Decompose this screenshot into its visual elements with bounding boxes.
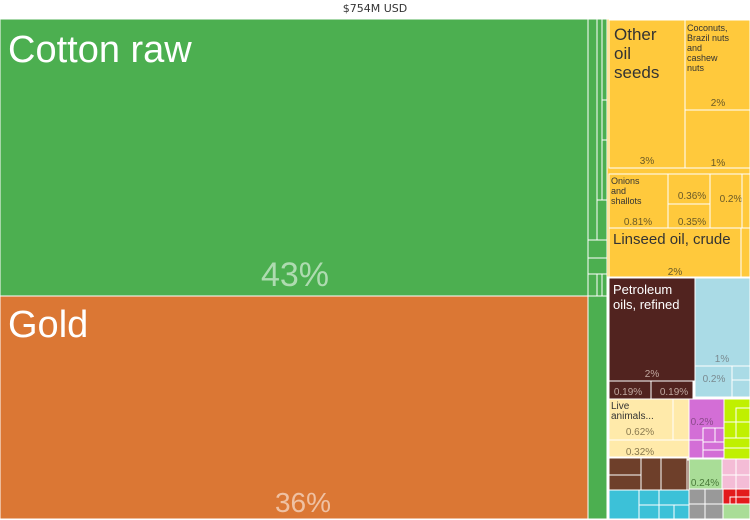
- other-oil-seeds-label: Other: [614, 25, 657, 44]
- onions-label: shallots: [611, 196, 642, 206]
- transport-small-tile: [639, 490, 659, 505]
- cotton-raw-label: Cotton raw: [8, 29, 192, 71]
- other-oil-seeds-label: oil: [614, 44, 631, 63]
- animal-share: 0.32%: [626, 447, 654, 458]
- coconuts-label: Brazil nuts: [687, 33, 730, 43]
- mineral-share: 0.19%: [660, 387, 688, 398]
- misc-small-tile: [736, 422, 750, 438]
- linseed-oil-share: 2%: [668, 267, 683, 278]
- coconuts-label: nuts: [687, 63, 705, 73]
- misc-small-tile: [724, 422, 736, 438]
- transport-small-tile: [659, 490, 689, 505]
- vegetable-share: 0.36%: [678, 191, 706, 202]
- live-animals-label: animals...: [611, 411, 654, 422]
- other-oil-seeds-label: seeds: [614, 63, 659, 82]
- textile-small-tile: [588, 296, 607, 519]
- textile-small-tile: [597, 200, 607, 240]
- transport-small-tile: [659, 505, 674, 519]
- coconuts-label: Coconuts,: [687, 23, 728, 33]
- coconuts-label: cashew: [687, 53, 718, 63]
- petroleum-oils-label: Petroleum: [613, 282, 672, 297]
- wood-small-tile: [661, 458, 687, 490]
- coconuts-share: 2%: [711, 98, 726, 109]
- vegetable-share: 1%: [711, 158, 726, 169]
- onions-label: and: [611, 186, 626, 196]
- misc-small-tile: [736, 408, 750, 422]
- textile-small-tile: [588, 258, 607, 274]
- coconuts-label: and: [687, 43, 702, 53]
- food-small-tile: [723, 504, 750, 519]
- transport-small-tile: [674, 505, 689, 519]
- misc-small-tile: [724, 438, 750, 448]
- pink-small-tile: [722, 475, 736, 489]
- machinery-small-tile: [689, 440, 703, 458]
- chemical-share: 0.2%: [703, 374, 726, 385]
- wood-small-tile: [641, 458, 661, 490]
- vegetable-share: 0.35%: [678, 217, 706, 228]
- machinery-small-tile: [703, 428, 715, 442]
- machinery-share: 0.2%: [691, 417, 714, 428]
- cotton-raw-share: 43%: [261, 256, 329, 294]
- vegetable-small-tile: [742, 174, 750, 228]
- other-small-tile: [705, 504, 723, 519]
- linseed-oil-label: Linseed oil, crude: [613, 231, 731, 248]
- petroleum-oils-share: 2%: [645, 369, 660, 380]
- chemical-small-tile: [732, 380, 750, 397]
- onions-share: 0.81%: [624, 217, 652, 228]
- gold-label: Gold: [8, 304, 88, 346]
- live-animals-share: 0.62%: [626, 427, 654, 438]
- food-share: 0.24%: [691, 478, 719, 489]
- other-oil-seeds-share: 3%: [640, 156, 655, 167]
- other-small-tile: [705, 489, 723, 504]
- chemical-small-tile: [732, 366, 750, 380]
- textile-small-tile: [602, 100, 607, 140]
- other-small-tile: [689, 489, 705, 504]
- vegetable-small-tile: [741, 228, 750, 277]
- onions-label: Onions: [611, 176, 640, 186]
- transport-small-tile: [639, 505, 659, 519]
- red-small-tile: [736, 489, 750, 497]
- pink-small-tile: [736, 459, 750, 475]
- petroleum-oils-label: oils, refined: [613, 297, 679, 312]
- chemical-tile: [695, 278, 750, 366]
- chemical-share: 1%: [715, 354, 730, 365]
- machinery-small-tile: [703, 442, 724, 450]
- gold-share: 36%: [275, 487, 331, 518]
- textile-small-tile: [588, 240, 607, 258]
- vegetable-share: 0.2%: [720, 194, 743, 205]
- mineral-share: 0.19%: [614, 387, 642, 398]
- machinery-small-tile: [715, 428, 724, 442]
- red-small-tile: [730, 497, 736, 504]
- animal-small-tile: [673, 399, 689, 440]
- wood-small-tile: [609, 475, 641, 490]
- gold-tile: [0, 296, 607, 519]
